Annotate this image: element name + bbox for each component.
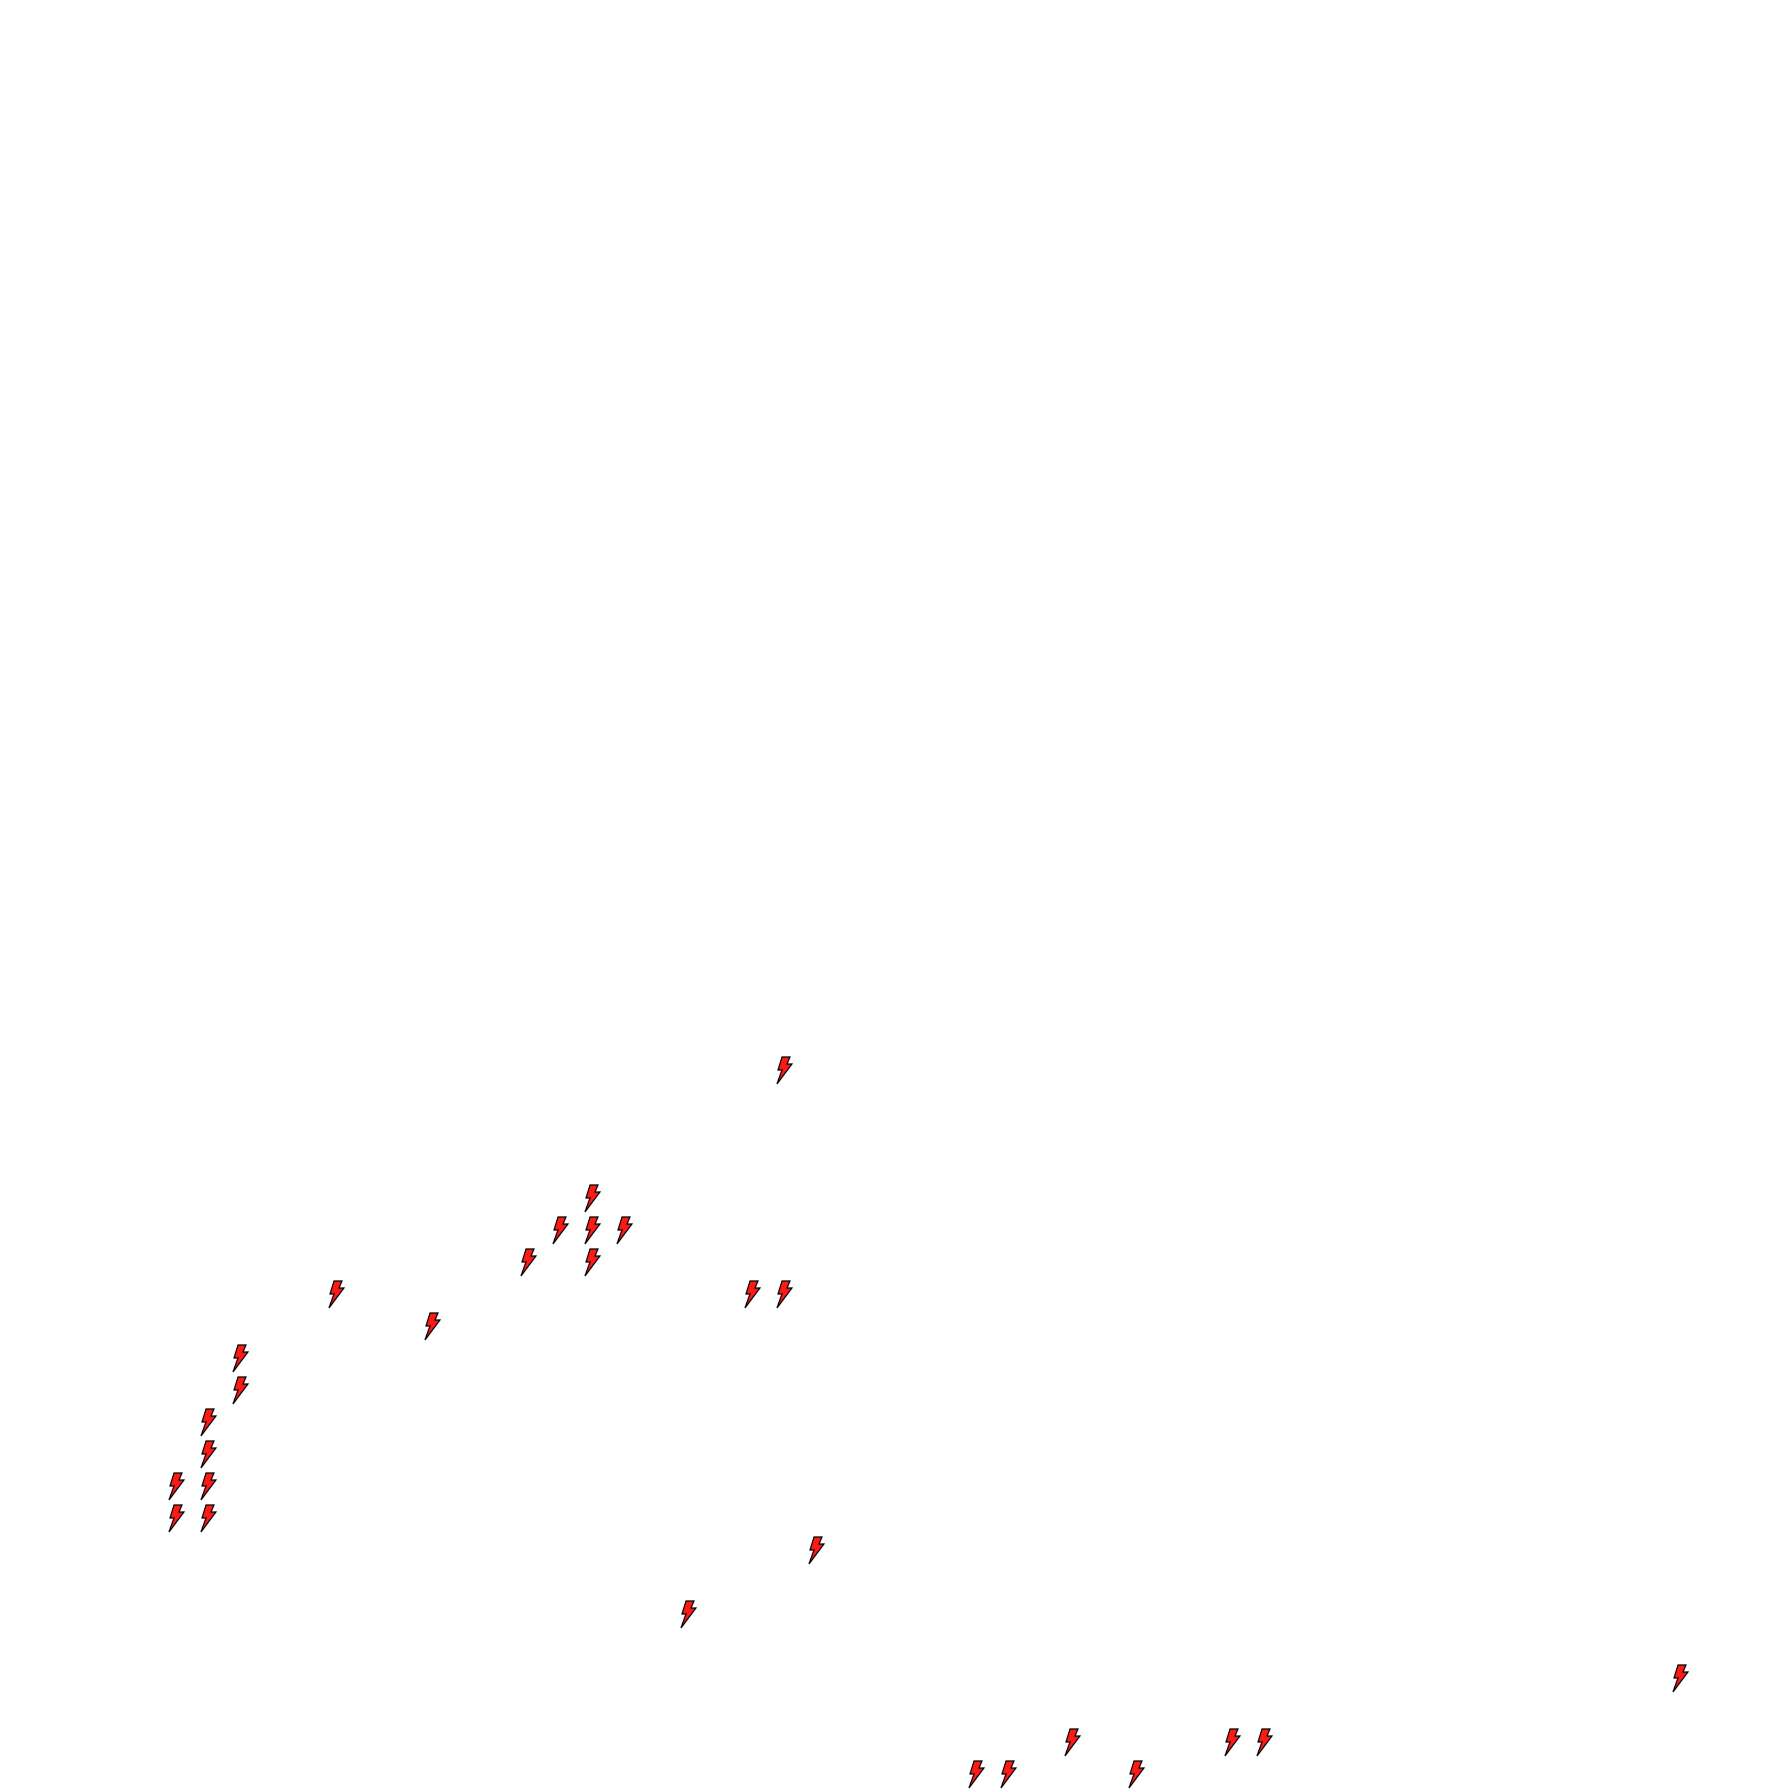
lightning-bolt-icon [807,1536,826,1565]
lightning-bolt-icon [775,1280,794,1309]
lightning-bolt-icon [583,1248,602,1277]
lightning-bolt-icon [1255,1728,1274,1757]
lightning-bolt-icon [327,1280,346,1309]
lightning-bolt-icon [583,1216,602,1245]
lightning-bolt-icon [199,1472,218,1501]
lightning-bolt-icon [231,1344,250,1373]
lightning-bolt-icon [615,1216,634,1245]
lightning-bolt-icon [167,1472,186,1501]
lightning-bolt-icon [167,1504,186,1533]
lightning-bolt-icon [999,1760,1018,1789]
lightning-bolt-icon [1671,1664,1690,1693]
lightning-bolt-icon [743,1280,762,1309]
lightning-bolt-icon [551,1216,570,1245]
lightning-bolt-icon [519,1248,538,1277]
lightning-bolt-icon [1063,1728,1082,1757]
lightning-bolt-icon [199,1504,218,1533]
lightning-bolt-icon [199,1440,218,1469]
lightning-bolt-icon [967,1760,986,1789]
lightning-bolt-icon [775,1056,794,1085]
lightning-bolt-icon [583,1184,602,1213]
lightning-bolt-icon [1223,1728,1242,1757]
lightning-bolt-icon [679,1600,698,1629]
lightning-bolt-icon [199,1408,218,1437]
lightning-bolt-icon [231,1376,250,1405]
lightning-bolt-icon [423,1312,442,1341]
lightning-bolt-icon [1127,1760,1146,1789]
